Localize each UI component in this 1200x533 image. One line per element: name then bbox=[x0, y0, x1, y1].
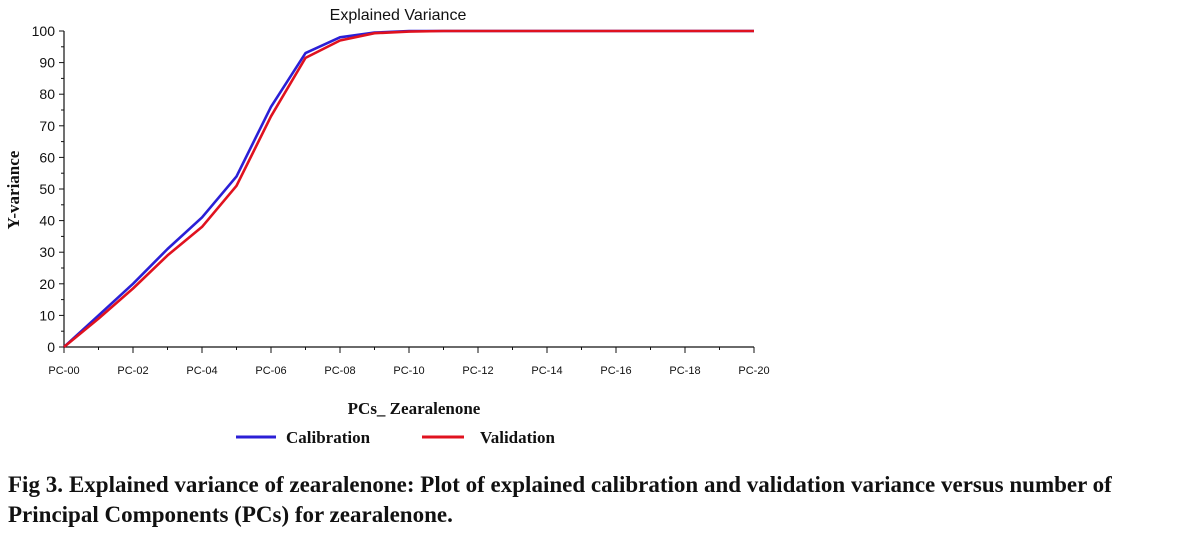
x-tick-label: PC-12 bbox=[462, 365, 493, 377]
x-tick-label: PC-20 bbox=[738, 365, 769, 377]
x-tick-label: PC-04 bbox=[186, 365, 217, 377]
chart-title: Explained Variance bbox=[330, 7, 467, 24]
figure-number: Fig 3. bbox=[8, 472, 63, 497]
y-tick-label: 30 bbox=[39, 244, 55, 260]
y-tick-label: 90 bbox=[39, 55, 55, 71]
y-axis-label: Y-variance bbox=[4, 150, 23, 229]
legend-label-validation: Validation bbox=[480, 428, 556, 447]
x-tick-label: PC-10 bbox=[393, 365, 424, 377]
x-tick-label: PC-02 bbox=[117, 365, 148, 377]
y-tick-label: 40 bbox=[39, 213, 55, 229]
explained-variance-chart: Explained Variance Y-variance 0 10 20 30 40 5… bbox=[4, 7, 770, 447]
y-tick-label: 100 bbox=[32, 23, 56, 39]
x-axis-ticks: PC-00 PC-02 PC-04 PC-06 PC-08 PC-10 PC-12 PC-14… bbox=[48, 347, 770, 377]
legend: Calibration Validation bbox=[236, 428, 556, 447]
y-tick-label: 50 bbox=[39, 181, 55, 197]
legend-label-calibration: Calibration bbox=[286, 428, 371, 447]
x-tick-label: PC-16 bbox=[600, 365, 631, 377]
y-tick-label: 20 bbox=[39, 276, 55, 292]
x-tick-label: PC-00 bbox=[48, 365, 79, 377]
x-axis-label: PCs_ Zearalenone bbox=[348, 399, 481, 418]
y-tick-label: 0 bbox=[47, 339, 55, 355]
y-axis-ticks: 0 10 20 30 40 50 60 70 80 90 100 bbox=[32, 23, 64, 355]
y-tick-label: 70 bbox=[39, 118, 55, 134]
y-tick-label: 10 bbox=[39, 307, 55, 323]
series-line-validation bbox=[63, 29, 754, 349]
x-tick-label: PC-08 bbox=[324, 365, 355, 377]
y-tick-label: 60 bbox=[39, 149, 55, 165]
x-tick-label: PC-14 bbox=[531, 365, 562, 377]
x-tick-label: PC-06 bbox=[255, 365, 286, 377]
x-tick-label: PC-18 bbox=[669, 365, 700, 377]
figure-caption: Fig 3. Explained variance of zearalenone:… bbox=[8, 470, 1198, 530]
series-lines bbox=[63, 29, 754, 349]
y-tick-label: 80 bbox=[39, 86, 55, 102]
figure-caption-text: Explained variance of zearalenone: Plot … bbox=[8, 472, 1112, 527]
series-line-calibration bbox=[63, 29, 754, 348]
